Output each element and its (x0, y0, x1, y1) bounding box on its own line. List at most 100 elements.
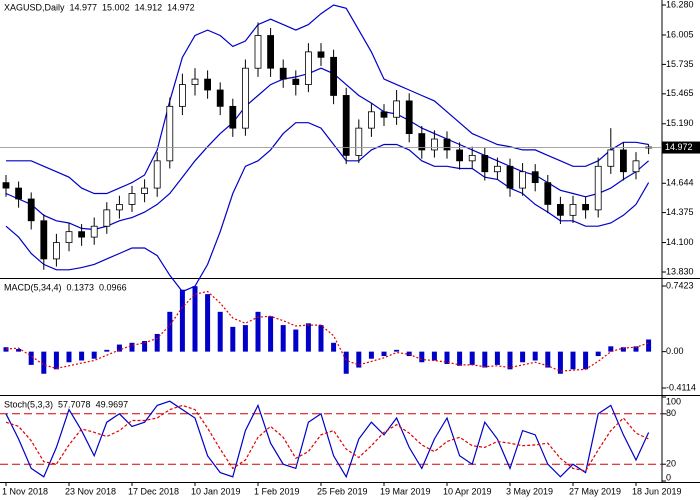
candle-body (241, 67, 249, 129)
macd-bar (444, 351, 450, 365)
y-tick-label: 80 (666, 408, 676, 418)
candle-body (594, 165, 602, 211)
candle-body (506, 165, 514, 189)
indicator-header: 0.1373 (67, 282, 95, 292)
candle-body (65, 231, 73, 243)
y-tick-label: 15.735 (666, 59, 694, 69)
candle-body (342, 95, 350, 156)
candle-body (632, 160, 640, 173)
macd-bar (646, 339, 652, 352)
macd-bar (557, 351, 563, 374)
candle-body (544, 182, 552, 205)
macd-bar (482, 351, 488, 368)
candle-body (128, 193, 136, 205)
indicator-header: 14.912 (135, 2, 163, 12)
candle-body (90, 225, 98, 238)
macd-bar (104, 349, 110, 352)
y-tick-label: 16.005 (666, 29, 694, 39)
macd-bar (179, 289, 185, 352)
candle-body (78, 231, 85, 238)
macd-bar (255, 311, 261, 352)
candle-body (15, 187, 23, 200)
macd-bar (469, 351, 475, 365)
candle-body (557, 204, 564, 216)
macd-bar (532, 351, 538, 361)
x-tick-label: 10 Apr 2019 (443, 486, 492, 496)
candle-body (279, 67, 287, 80)
x-tick-label: 1 Feb 2019 (254, 486, 300, 496)
macd-bar (242, 325, 248, 352)
candle-body (166, 105, 174, 162)
macd-bar (192, 286, 198, 352)
candle-body (178, 84, 186, 107)
macd-bar (494, 351, 500, 365)
candle-body (607, 149, 615, 167)
macd-bar (91, 351, 97, 359)
x-tick-label: 18 Jun 2019 (632, 486, 682, 496)
candle-body (456, 149, 464, 162)
y-tick-label: 14.100 (666, 237, 694, 247)
candle-body (53, 242, 60, 260)
candle-body (254, 35, 262, 69)
macd-bar (293, 329, 299, 352)
candle-body (141, 187, 149, 194)
y-tick-label: 100 (666, 396, 681, 406)
macd-bar (507, 351, 513, 370)
macd-bar (570, 351, 576, 370)
bollinger-band (6, 4, 649, 195)
macd-bar (217, 311, 223, 352)
x-tick-label: 27 May 2019 (569, 486, 621, 496)
candle-body (116, 204, 123, 211)
x-tick-label: 19 Mar 2019 (380, 486, 431, 496)
candle-body (2, 182, 10, 189)
macd-bar (66, 351, 72, 363)
candle-body (582, 204, 589, 211)
macd-bar (343, 351, 349, 374)
bollinger-band (5, 67, 649, 231)
candle-body (493, 165, 501, 173)
candle-body (531, 171, 539, 184)
macd-bar (318, 325, 324, 352)
macd-bar (583, 351, 589, 370)
macd-bar (16, 348, 22, 352)
candle-body (267, 35, 275, 69)
candle-body (481, 154, 489, 173)
candle-body (330, 56, 338, 96)
macd-bar (205, 294, 211, 352)
macd-bar (142, 341, 148, 352)
candle-body (27, 198, 35, 222)
indicator-header: MACD(5,34,4) (4, 282, 62, 292)
indicator-header: 15.002 (102, 2, 130, 12)
x-tick-label: 3 May 2019 (506, 486, 553, 496)
x-tick-label: 25 Feb 2019 (317, 486, 368, 496)
indicator-header: 49.9697 (96, 399, 129, 409)
macd-bar (520, 351, 526, 363)
candle-body (393, 100, 401, 118)
macd-bar (331, 342, 337, 352)
macd-bar (167, 311, 173, 352)
y-tick-label: -0.4114 (666, 382, 696, 392)
x-tick-label: 23 Nov 2018 (65, 486, 116, 496)
macd-bar (41, 351, 47, 374)
macd-bar (368, 351, 374, 359)
candle-body (367, 111, 375, 129)
candle-body (317, 51, 325, 58)
macd-bar (280, 325, 286, 352)
x-tick-label: 10 Jan 2019 (191, 486, 241, 496)
macd-bar (79, 351, 85, 361)
y-tick-label: 0.00 (666, 346, 684, 356)
macd-bar (116, 344, 122, 352)
macd-bar (129, 342, 135, 352)
indicator-header: Stoch(5,3,3) (4, 399, 53, 409)
bollinger-band (5, 122, 650, 293)
macd-bar (53, 351, 59, 370)
current-price-label: 14.972 (665, 142, 693, 152)
candle-body (418, 133, 426, 151)
macd-bar (28, 351, 34, 365)
indicator-header: 0.0966 (99, 282, 127, 292)
y-tick-label: 16.280 (666, 0, 694, 9)
y-tick-label: 20 (666, 459, 676, 469)
candle-body (103, 209, 111, 227)
y-tick-label: 15.190 (666, 118, 694, 128)
